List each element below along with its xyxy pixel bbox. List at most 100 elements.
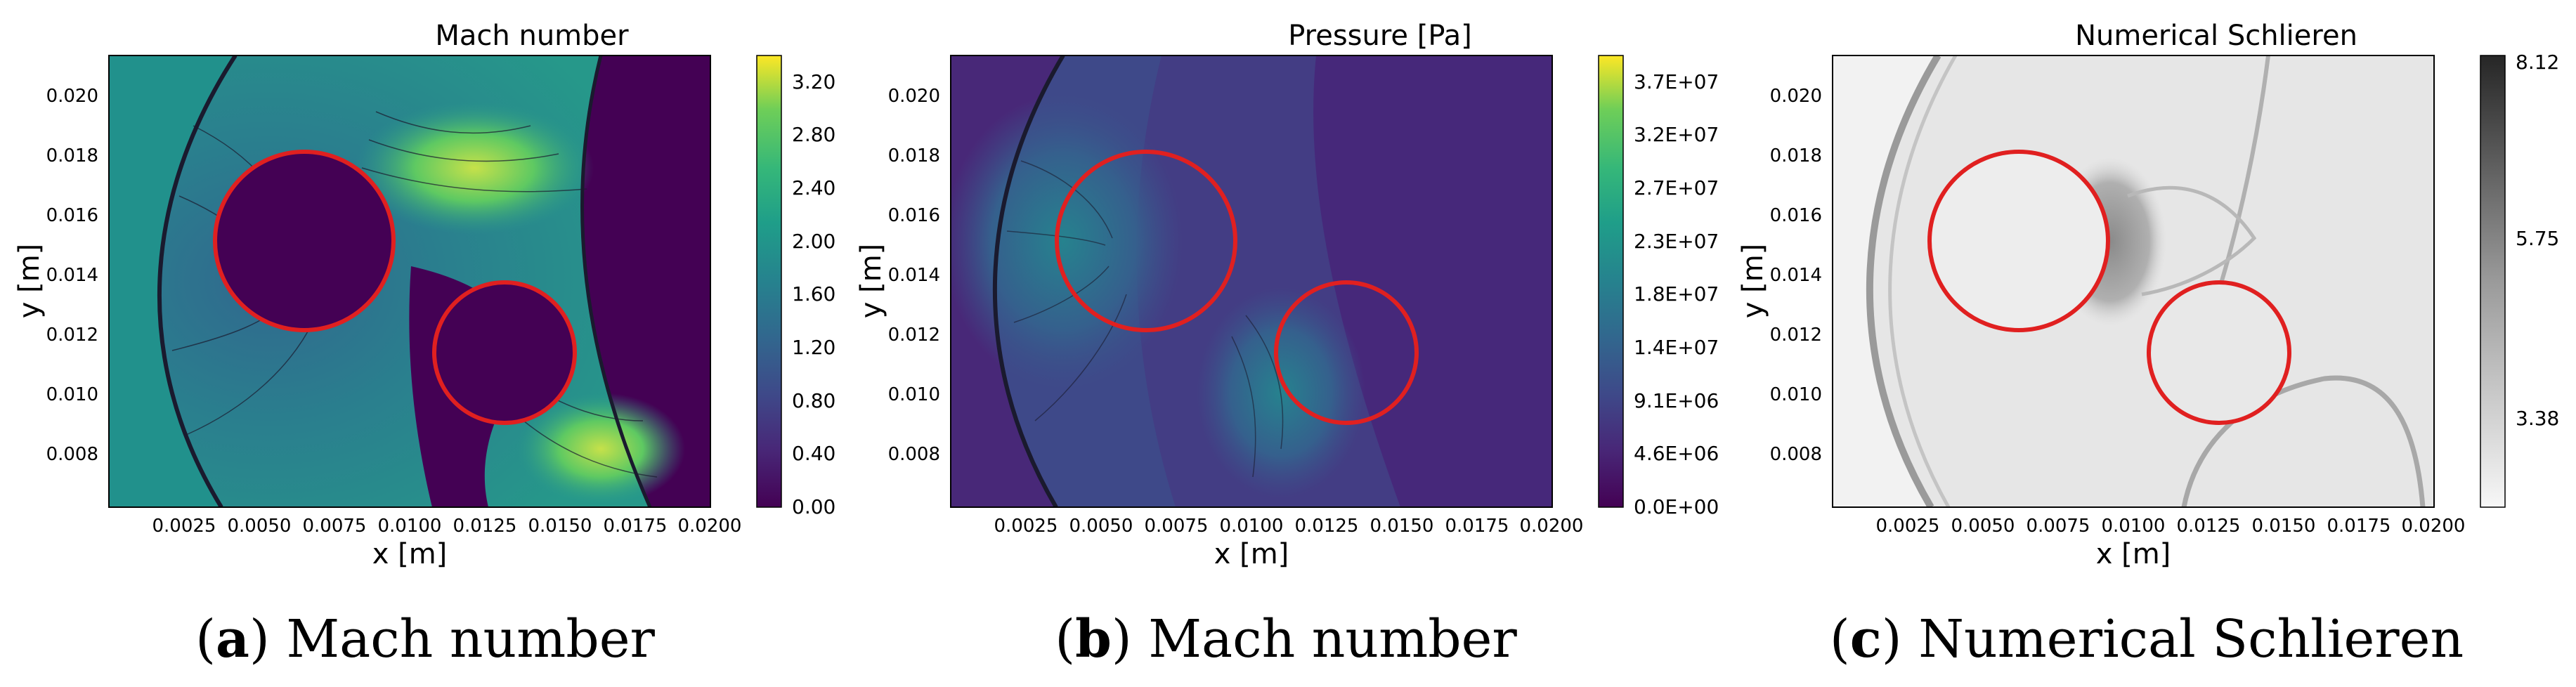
panel-b-ytick: 0.016 xyxy=(888,205,940,226)
panel-a-plot-area xyxy=(109,55,710,507)
panel-a-xtick: 0.0050 xyxy=(228,516,292,537)
panel-a-xtick: 0.0175 xyxy=(604,516,668,537)
panel-c-xtick: 0.0200 xyxy=(2402,516,2466,537)
panel-a-field-hot-upper xyxy=(355,101,594,235)
panel-a-cb-tick: 2.40 xyxy=(792,176,835,199)
panel-b-ytick: 0.010 xyxy=(888,384,940,405)
panel-c-xtick: 0.0075 xyxy=(2027,516,2090,537)
panel-c-ytick: 0.018 xyxy=(1770,145,1822,166)
panel-a-caption-letter: a xyxy=(216,609,249,669)
panel-b-field-stagnation-1 xyxy=(951,94,1183,389)
panel-c-yticks: 0.008 0.010 0.012 0.014 0.016 0.018 0.02… xyxy=(1770,86,1822,465)
panel-a-circle-outline-2 xyxy=(432,280,577,425)
panel-c-shear-layer xyxy=(2127,185,2257,296)
panel-a-circle-outline-1 xyxy=(213,150,396,332)
panel-a-yticks: 0.008 0.010 0.012 0.014 0.016 0.018 0.02… xyxy=(46,86,98,465)
panel-b-cb-tick: 0.0E+00 xyxy=(1634,495,1719,518)
panel-c-ytick: 0.012 xyxy=(1770,325,1822,346)
panel-a-xtick: 0.0100 xyxy=(378,516,442,537)
panel-b-xtick: 0.0175 xyxy=(1445,516,1509,537)
panel-b-cb-tick: 3.2E+07 xyxy=(1634,123,1719,146)
panel-b-title: Pressure [Pa] xyxy=(1288,20,1472,52)
panel-c-ytick: 0.008 xyxy=(1770,444,1822,465)
panel-b-xtick: 0.0200 xyxy=(1520,516,1584,537)
panel-a-caption-text: Mach number xyxy=(286,609,655,669)
panel-b-cb-tick: 4.6E+06 xyxy=(1634,442,1719,465)
panel-c-ytick: 0.010 xyxy=(1770,384,1822,405)
panel-a-cb-tick: 3.20 xyxy=(792,70,835,93)
panel-b-caption-letter: b xyxy=(1075,609,1112,669)
panel-b-cb-tick: 1.4E+07 xyxy=(1634,336,1719,359)
panel-a-xlabel: x [m] xyxy=(372,538,448,570)
panel-b-yticks: 0.008 0.010 0.012 0.014 0.016 0.018 0.02… xyxy=(888,86,940,465)
panel-a-cb-tick: 0.40 xyxy=(792,442,835,465)
panel-a-ytick: 0.020 xyxy=(46,86,98,107)
panel-a-ytick: 0.018 xyxy=(46,145,98,166)
panel-c-colorbar-gradient xyxy=(2480,55,2506,508)
panel-c-caption-letter: c xyxy=(1850,609,1882,669)
panel-b-xticks: 0.0025 0.0050 0.0075 0.0100 0.0125 0.015… xyxy=(994,516,1584,537)
panel-c-xticks: 0.0025 0.0050 0.0075 0.0100 0.0125 0.015… xyxy=(1876,516,2466,537)
panel-a-xtick: 0.0075 xyxy=(303,516,367,537)
panel-c-caption: (c) Numerical Schlieren xyxy=(1830,609,2464,669)
panel-c-ytick: 0.014 xyxy=(1770,265,1822,286)
panel-c-ylabel: y [m] xyxy=(1737,244,1769,319)
panel-c-bow-shock-inner xyxy=(1888,55,1958,507)
panel-a-ytick: 0.010 xyxy=(46,384,98,405)
panel-a-xtick: 0.0025 xyxy=(152,516,216,537)
panel-c-frame xyxy=(1832,55,2435,508)
panel-a: Mach number xyxy=(13,20,835,669)
panel-a-ytick: 0.012 xyxy=(46,325,98,346)
panel-b-bow-shock xyxy=(992,55,1065,507)
panel-a-cylinder-2 xyxy=(434,282,575,423)
panel-b: Pressure [Pa] 0.008 0.010 xyxy=(855,20,1719,669)
panel-c-ytick: 0.016 xyxy=(1770,205,1822,226)
panel-c-xtick: 0.0100 xyxy=(2102,516,2166,537)
panel-b-colorbar: 0.0E+00 4.6E+06 9.1E+06 1.4E+07 1.8E+07 … xyxy=(1598,55,1719,518)
panel-b-ytick: 0.020 xyxy=(888,86,940,107)
panel-a-cb-tick: 0.00 xyxy=(792,495,835,518)
panel-a-secondary-shock xyxy=(580,55,652,507)
panel-b-field-downstream xyxy=(1313,55,1552,507)
panel-a-xtick: 0.0150 xyxy=(528,516,592,537)
panel-a-colorbar: 0.00 0.40 0.80 1.20 1.60 2.00 2.40 2.80 … xyxy=(756,55,835,518)
panel-b-cb-tick: 9.1E+06 xyxy=(1634,389,1719,412)
panel-a-xtick: 0.0125 xyxy=(453,516,517,537)
panel-b-xtick: 0.0125 xyxy=(1295,516,1359,537)
panel-b-plot-area xyxy=(951,55,1552,507)
panel-c-lower-shock xyxy=(2181,375,2426,507)
panel-c-cb-tick: 8.12 xyxy=(2516,51,2559,74)
panel-a-cylinder-1 xyxy=(215,152,393,330)
panel-c-circles xyxy=(1927,150,2291,425)
panel-c-xtick: 0.0050 xyxy=(1951,516,2015,537)
panel-c-cylinder-1 xyxy=(1931,154,2107,329)
panel-b-xtick: 0.0025 xyxy=(994,516,1058,537)
panel-c-xtick: 0.0175 xyxy=(2327,516,2391,537)
panel-c-cb-tick: 3.38 xyxy=(2516,407,2559,430)
panel-a-cb-tick: 2.80 xyxy=(792,123,835,146)
panel-b-xtick: 0.0050 xyxy=(1069,516,1133,537)
panel-b-ylabel: y [m] xyxy=(855,244,887,319)
panel-a-cb-tick: 2.00 xyxy=(792,230,835,253)
panel-c: Numerical Schlieren 0.008 0.010 0.012 0.… xyxy=(1737,20,2559,669)
panel-a-ytick: 0.014 xyxy=(46,265,98,286)
panel-a-cb-tick: 1.20 xyxy=(792,336,835,359)
panel-a-xtick: 0.0200 xyxy=(678,516,742,537)
panel-b-colorbar-gradient xyxy=(1598,55,1624,508)
panel-b-cb-tick: 2.7E+07 xyxy=(1634,176,1719,199)
panel-b-circle-outline-1 xyxy=(1055,150,1237,332)
panel-b-frame xyxy=(950,55,1553,508)
panel-b-cb-tick: 3.7E+07 xyxy=(1634,70,1719,93)
panel-a-frame xyxy=(108,55,711,508)
panel-b-cb-tick: 1.8E+07 xyxy=(1634,282,1719,306)
panel-b-xtick: 0.0075 xyxy=(1145,516,1209,537)
panel-a-xticks: 0.0025 0.0050 0.0075 0.0100 0.0125 0.015… xyxy=(152,516,742,537)
panel-c-caption-text: Numerical Schlieren xyxy=(1918,609,2464,669)
panel-b-ytick: 0.008 xyxy=(888,444,940,465)
panel-a-title: Mach number xyxy=(435,20,629,52)
panel-c-xtick: 0.0025 xyxy=(1876,516,1940,537)
panel-b-contours xyxy=(1006,160,1284,478)
panel-a-ytick: 0.016 xyxy=(46,205,98,226)
panel-b-caption: (b) Mach number xyxy=(1055,609,1517,669)
